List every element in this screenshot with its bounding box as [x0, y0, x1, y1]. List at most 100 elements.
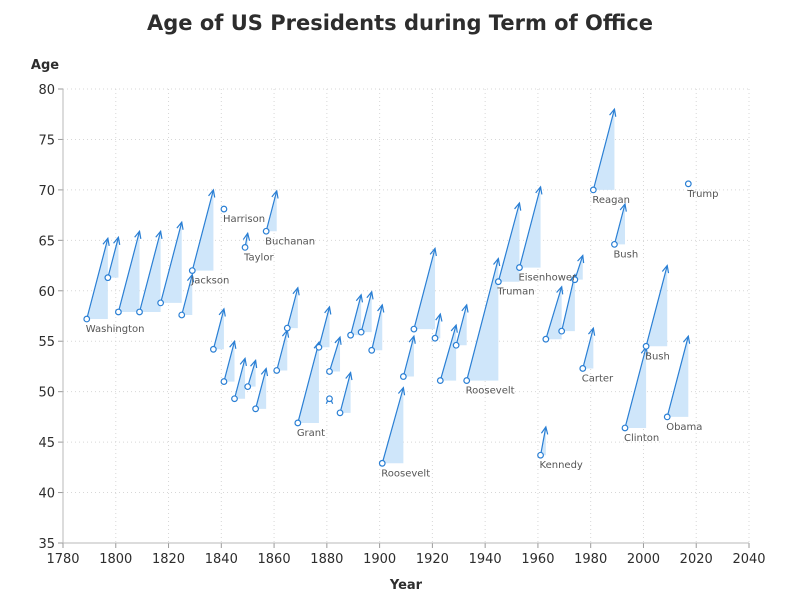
- term-arrow: [582, 327, 594, 369]
- term-arrow: [297, 342, 320, 424]
- term-marker: [611, 240, 618, 248]
- term-label: Jackson: [190, 276, 229, 287]
- term-marker: [83, 315, 91, 323]
- term-arrow: [223, 341, 236, 382]
- term-arrow: [539, 426, 547, 456]
- term-arrow: [265, 190, 278, 232]
- y-tick-label: 55: [38, 335, 55, 350]
- term-marker: [431, 334, 439, 342]
- term-arrow: [666, 336, 689, 418]
- term-marker: [663, 413, 671, 421]
- x-tick-label: 1880: [310, 552, 343, 567]
- term-arrowhead: [176, 220, 184, 230]
- term-arrowhead: [334, 335, 342, 345]
- x-tick-label: 1800: [99, 552, 132, 567]
- term-marker: [244, 383, 252, 391]
- term-marker: [368, 346, 376, 354]
- y-tick-label: 50: [38, 386, 55, 401]
- term-marker: [326, 395, 333, 403]
- term-arrowhead: [556, 285, 564, 295]
- x-tick-label: 1860: [258, 552, 291, 567]
- term-marker: [357, 328, 365, 336]
- term-label: Taylor: [243, 252, 274, 263]
- term-marker: [558, 327, 566, 335]
- term-marker: [209, 345, 217, 353]
- term-marker: [273, 367, 281, 374]
- term-label: Clinton: [624, 433, 659, 444]
- term-marker: [262, 227, 270, 235]
- term-marker: [336, 409, 344, 417]
- term-arrow: [624, 347, 647, 429]
- term-label: Obama: [666, 422, 702, 433]
- term-marker: [283, 324, 291, 332]
- term-arrow: [360, 291, 373, 333]
- x-tick-label: 1840: [205, 552, 238, 567]
- x-tick-label: 1780: [46, 552, 79, 567]
- term-arrow: [339, 372, 352, 414]
- x-tick-label: 2020: [680, 552, 713, 567]
- term-arrow: [350, 294, 362, 336]
- term-arrowhead: [229, 339, 237, 349]
- y-tick-label: 75: [38, 133, 55, 148]
- y-axis-title: Age: [31, 58, 59, 73]
- term-arrow: [455, 304, 468, 346]
- x-tick-label: 2040: [732, 552, 765, 567]
- term-arrowhead: [208, 188, 216, 198]
- term-label: Buchanan: [265, 236, 315, 247]
- term-marker: [252, 405, 260, 413]
- term-arrowhead: [186, 273, 195, 283]
- term-arrowhead: [450, 323, 458, 333]
- term-label: Roosevelt: [381, 468, 430, 479]
- term-arrow: [434, 313, 441, 339]
- term-arrowhead: [514, 201, 522, 211]
- term-arrowhead: [493, 257, 501, 267]
- term-marker: [463, 377, 471, 384]
- term-arrow: [645, 265, 668, 347]
- term-arrowhead: [102, 236, 110, 247]
- term-marker: [136, 308, 143, 316]
- term-arrow: [107, 237, 119, 278]
- term-arrowhead: [408, 334, 416, 344]
- term-arrow: [328, 337, 341, 372]
- term-arrow: [138, 231, 162, 313]
- term-marker: [494, 278, 502, 286]
- term-marker: [410, 325, 418, 333]
- term-arrow: [255, 368, 267, 409]
- term-label: Carter: [582, 373, 614, 384]
- axes: 1780 1800 1820 1840 1860 1880 1900 1920 1940 1960…: [38, 83, 765, 567]
- term-marker: [642, 342, 650, 350]
- term-arrowhead: [661, 264, 670, 274]
- y-tick-label: 60: [38, 285, 55, 300]
- term-label: Washington: [86, 324, 145, 335]
- term-arrow: [613, 203, 626, 245]
- term-marker: [537, 451, 544, 459]
- term-marker: [621, 424, 629, 432]
- term-arrowhead: [355, 293, 364, 303]
- term-marker: [378, 459, 386, 467]
- y-tick-label: 65: [38, 234, 55, 249]
- term-arrowhead: [260, 367, 269, 377]
- term-arrowhead: [292, 286, 300, 296]
- term-marker: [452, 341, 460, 349]
- term-arrow: [371, 304, 383, 351]
- term-marker: [399, 373, 407, 380]
- term-label: Grant: [297, 428, 325, 439]
- x-axis-title: Year: [389, 578, 423, 593]
- term-marker: [220, 205, 228, 213]
- term-label: Bush: [645, 351, 670, 362]
- term-arrow: [117, 231, 141, 313]
- term-label: Truman: [496, 287, 534, 298]
- term-arrowhead: [377, 303, 385, 313]
- term-arrow: [518, 186, 542, 268]
- term-marker: [571, 276, 579, 284]
- term-label: Roosevelt: [466, 386, 515, 397]
- term-arrow: [413, 248, 436, 330]
- term-marker: [326, 368, 333, 375]
- chart-title: Age of US Presidents during Term of Offi…: [147, 11, 653, 35]
- term-fills: [86, 109, 689, 464]
- term-marker: [115, 308, 122, 316]
- term-label: Kennedy: [540, 460, 583, 471]
- term-arrowhead: [619, 202, 627, 212]
- x-tick-label: 1980: [574, 552, 607, 567]
